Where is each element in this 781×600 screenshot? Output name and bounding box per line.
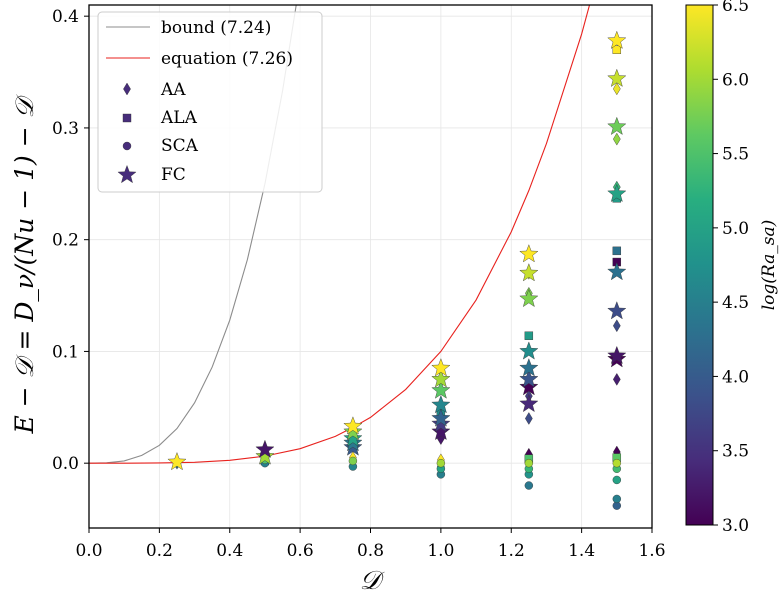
equation-curve	[89, 5, 591, 464]
legend: bound (7.24) equation (7.26) AA ALA SCA …	[97, 11, 323, 193]
point-fc	[431, 369, 451, 388]
point-sca	[612, 475, 622, 485]
point-fc	[431, 358, 451, 377]
point-fc	[519, 263, 539, 282]
point-fc	[519, 369, 539, 388]
legend-marker-fc	[117, 164, 137, 184]
point-ala	[524, 331, 534, 340]
x-tick-label: 0.0	[75, 541, 102, 561]
point-fc	[607, 262, 627, 281]
point-sca	[436, 458, 446, 468]
bound-curve	[89, 5, 297, 464]
x-axis-ticks: 0.0 0.2 0.4 0.6 0.8 1.0 1.2 1.4 1.6	[75, 528, 666, 561]
point-fc	[167, 451, 187, 471]
colorbar: 3.0 3.5 4.0 4.5 5.0 5.5 6.0 6.5 log(Ra_sa)	[685, 0, 779, 536]
colorbar-gradient	[685, 4, 714, 526]
x-axis-label: 𝒟	[360, 566, 385, 596]
x-tick-label: 1.2	[498, 541, 525, 561]
x-tick-label: 1.6	[638, 541, 665, 561]
y-axis-label: E − 𝒟 = D_ν/(Nu − 1) − 𝒟	[10, 93, 39, 434]
point-fc	[431, 421, 451, 441]
y-axis-ticks: 0.0 0.1 0.2 0.3 0.4	[52, 7, 89, 474]
point-fc	[431, 408, 451, 427]
legend-box	[97, 11, 323, 193]
point-aa	[612, 132, 621, 146]
x-tick-label: 0.2	[146, 541, 173, 561]
point-sca	[348, 456, 358, 466]
point-ala	[612, 246, 622, 256]
point-fc	[343, 421, 363, 441]
y-tick-label: 0.4	[52, 7, 79, 27]
colorbar-tick-label: 5.0	[722, 219, 749, 239]
colorbar-tick-label: 3.0	[722, 516, 749, 536]
legend-label-bound: bound (7.24)	[161, 18, 271, 38]
point-fc	[343, 416, 363, 435]
point-fc	[431, 413, 451, 433]
point-sca	[524, 458, 534, 468]
legend-label-ala: ALA	[160, 108, 198, 128]
curves	[89, 5, 591, 464]
data-points	[167, 30, 627, 510]
point-fc	[519, 341, 539, 360]
colorbar-tick-label: 4.5	[722, 293, 749, 313]
colorbar-tick-label: 5.5	[722, 145, 749, 165]
point-aa	[612, 82, 621, 96]
point-ala	[612, 45, 622, 54]
x-tick-label: 0.4	[216, 541, 243, 561]
point-fc	[607, 183, 627, 203]
x-tick-label: 1.0	[427, 541, 454, 561]
legend-markers	[117, 82, 137, 184]
point-fc	[607, 68, 627, 87]
point-fc	[519, 358, 539, 377]
legend-marker-aa	[123, 82, 131, 96]
point-sca	[612, 458, 622, 468]
point-sca	[612, 494, 622, 504]
point-aa	[612, 372, 621, 386]
point-fc	[255, 446, 275, 465]
point-fc	[607, 30, 627, 49]
colorbar-tick-label: 6.5	[722, 0, 749, 16]
colorbar-tick-label: 3.5	[722, 442, 749, 462]
legend-marker-ala	[122, 113, 132, 123]
colorbar-ticks: 3.0 3.5 4.0 4.5 5.0 5.5 6.0 6.5	[713, 0, 749, 536]
point-fc	[607, 345, 627, 365]
x-tick-label: 0.8	[357, 541, 384, 561]
point-fc	[519, 393, 539, 413]
y-tick-label: 0.0	[52, 454, 79, 474]
point-fc	[607, 301, 627, 320]
y-tick-label: 0.1	[52, 342, 79, 362]
point-fc	[255, 439, 275, 458]
legend-label-sca: SCA	[161, 136, 199, 156]
point-fc	[431, 380, 451, 399]
y-tick-label: 0.2	[52, 231, 79, 251]
point-fc	[519, 377, 539, 396]
legend-label-fc: FC	[161, 165, 186, 185]
point-fc	[343, 428, 363, 447]
point-aa	[525, 412, 533, 425]
x-tick-label: 1.4	[568, 541, 595, 561]
y-tick-label: 0.3	[52, 119, 79, 139]
point-fc	[519, 288, 539, 308]
x-tick-label: 0.6	[287, 541, 314, 561]
legend-label-equation: equation (7.26)	[161, 49, 293, 69]
legend-label-aa: AA	[160, 80, 186, 100]
point-aa	[612, 319, 621, 333]
colorbar-tick-label: 6.0	[722, 70, 749, 90]
legend-marker-sca	[122, 141, 132, 151]
point-fc	[607, 116, 627, 135]
point-fc	[519, 244, 539, 263]
colorbar-label: log(Ra_sa)	[759, 220, 779, 311]
point-fc	[431, 394, 451, 414]
point-sca	[524, 481, 534, 490]
grid-lines	[88, 5, 653, 528]
colorbar-tick-label: 4.0	[722, 367, 749, 387]
